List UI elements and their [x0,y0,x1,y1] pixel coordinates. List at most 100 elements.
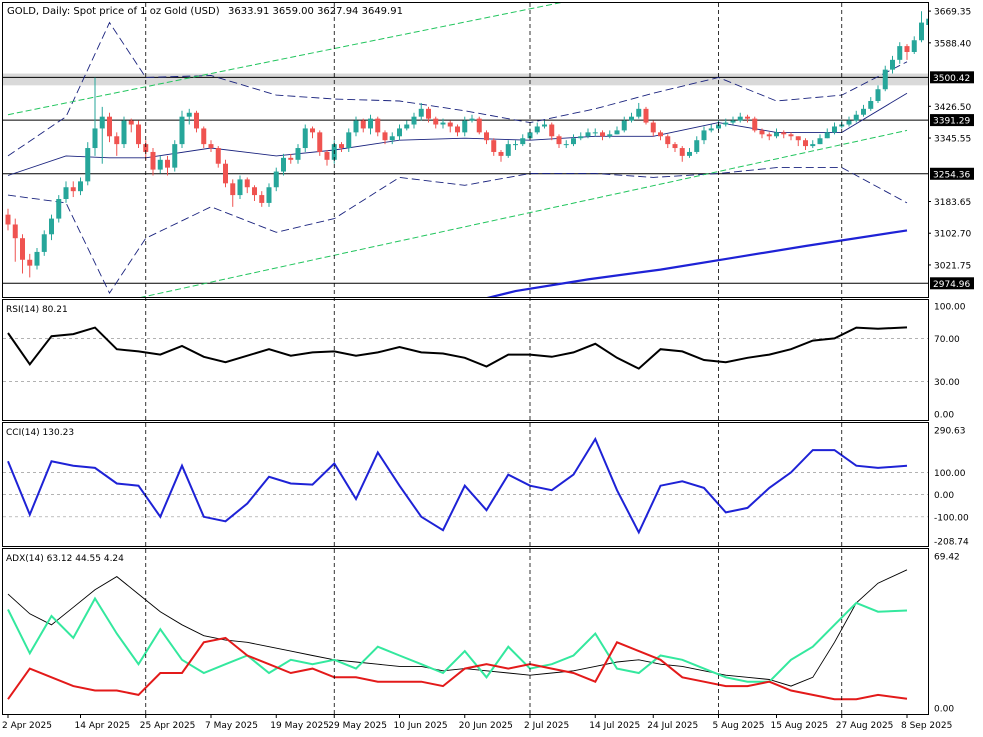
candle-body-41 [302,128,308,149]
candle-body-113 [824,132,830,139]
candle-body-44 [324,151,330,160]
candle-body-0 [5,214,11,225]
candle-body-99 [723,122,729,125]
cci-title: CCI(14) 130.23 [6,428,74,438]
candle-body-116 [846,120,852,125]
candle-body-46 [339,144,344,149]
candle-body-70 [513,144,518,146]
candle-body-82 [600,132,605,137]
x-tick-label-8: 2 Jul 2025 [524,721,569,731]
candle-body-110 [803,140,808,147]
candle-body-23 [172,144,178,168]
candle-body-124 [904,46,910,52]
candle-body-1 [12,224,18,239]
candle-body-59 [433,118,439,125]
candle-body-73 [534,126,540,133]
candle-body-76 [556,136,562,145]
candle-body-118 [861,108,866,115]
header-ohlc: 3633.91 3659.00 3627.94 3649.91 [228,6,403,17]
candle-body-43 [317,132,323,152]
candle-body-126 [919,22,924,41]
candle-body-38 [281,157,286,172]
candle-body-25 [186,112,192,117]
candle-body-21 [157,159,163,170]
level-label-bg-2 [930,167,974,180]
candle-body-54 [397,128,402,137]
adx-tick-label-1: 0.00 [934,705,954,715]
candle-body-78 [571,138,576,145]
x-tick-label-7: 20 Jun 2025 [459,721,513,731]
level-label-0: 3500.42 [933,74,970,84]
x-tick-label-2: 25 Apr 2025 [140,721,196,731]
candle-body-13 [99,116,105,129]
candle-body-48 [353,120,359,133]
candle-body-117 [853,114,859,121]
candle-body-85 [621,120,627,131]
x-tick-label-6: 10 Jun 2025 [394,721,448,731]
candle-body-107 [781,132,787,135]
panel-frames [2,2,929,715]
axes: 3669.35 3588.40 3426.50 3345.55 3183.65 3102.… [2,3,974,731]
candle-body-77 [563,144,569,146]
adx-series-0 [7,569,908,687]
candle-body-14 [107,116,112,137]
candle-body-88 [643,108,649,123]
candle-body-120 [875,89,881,101]
candle-body-42 [310,128,315,133]
x-tick-label-11: 5 Aug 2025 [713,721,765,731]
level-label-bg-0 [930,71,974,84]
support-zone-rect [3,73,928,86]
candle-body-119 [868,101,874,109]
candle-body-89 [650,122,656,133]
rsi-tick-label-0: 100.00 [934,303,966,313]
candle-body-3 [27,259,33,266]
price-overlays [7,3,908,297]
indicator-panels [3,326,928,701]
candle-body-6 [49,218,54,235]
x-tick-label-12: 15 Aug 2025 [771,721,829,731]
horizontal-levels [3,76,928,284]
support-zone [3,73,928,86]
price-tick-label-4: 3183.65 [934,198,971,208]
candle-body-33 [244,179,250,188]
overlay-sma [486,229,908,297]
level-label-1: 3391.29 [933,117,970,127]
overlay-channel_upper [7,3,562,116]
price-tick-label-6: 3021.75 [934,261,971,271]
price-panel-frame [2,2,929,298]
x-tick-label-0: 2 Apr 2025 [2,721,52,731]
x-tick-label-3: 7 May 2025 [205,721,258,731]
x-tick-label-14: 8 Sep 2025 [901,721,952,731]
x-tick-label-5: 29 May 2025 [328,721,387,731]
candle-body-31 [230,183,236,196]
candle-body-93 [679,148,685,156]
adx-series-1 [7,596,908,683]
candle-body-50 [368,118,373,129]
candle-body-69 [505,144,511,156]
candle-body-34 [252,187,257,196]
cci-tick-label-1: 100.00 [934,469,966,479]
candle-body-123 [897,46,903,60]
price-tick-label-1: 3588.40 [934,39,971,49]
candle-body-103 [752,118,758,131]
candle-body-112 [817,138,823,145]
candle-body-27 [201,128,207,145]
price-tick-label-0: 3669.35 [934,8,971,18]
adx-panel-frame [2,548,929,715]
price-panel [3,3,928,297]
candle-body-28 [208,144,214,149]
candle-body-100 [730,120,736,123]
x-tick-label-13: 27 Aug 2025 [836,721,894,731]
candle-body-58 [426,108,431,119]
level-label-2: 3254.36 [933,170,970,180]
candle-body-55 [404,124,410,129]
candle-body-104 [759,130,765,135]
candle-body-79 [578,136,584,139]
candle-body-60 [440,122,446,125]
candle-body-62 [455,126,460,133]
overlay-bb_lower [7,167,908,295]
candle-body-49 [360,120,366,129]
candle-body-47 [346,132,352,149]
level-label-bg-3 [930,277,974,290]
